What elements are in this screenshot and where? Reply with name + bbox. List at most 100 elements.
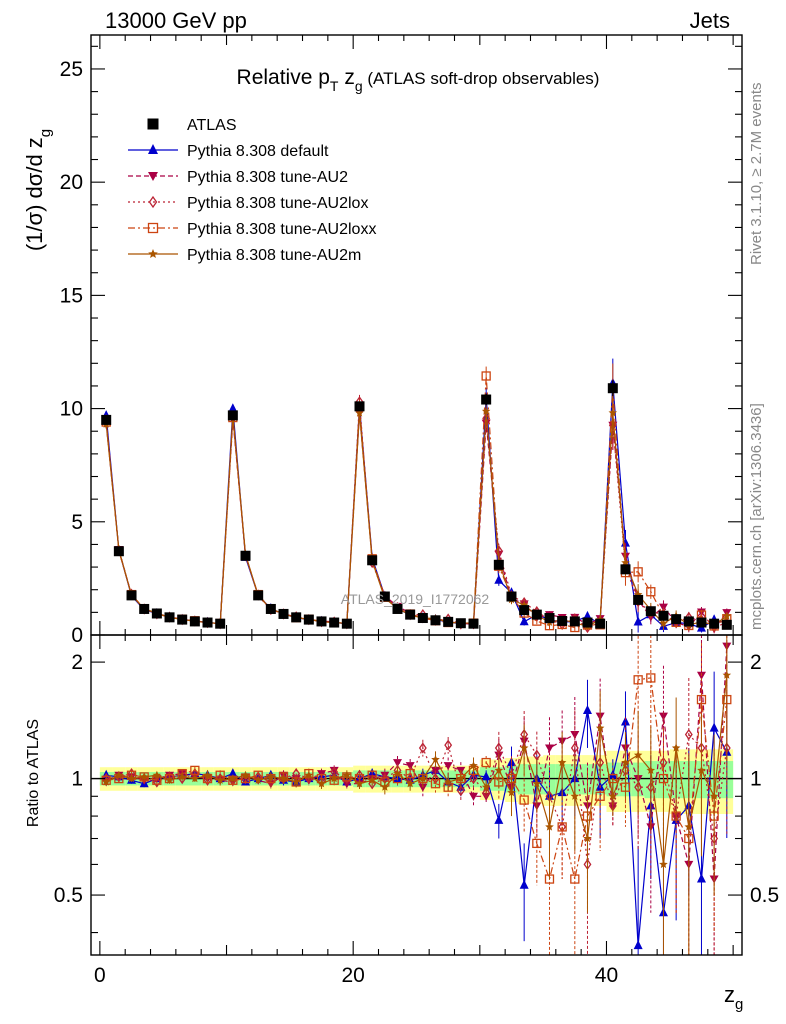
ratio-point-series-1 [519, 879, 529, 889]
atlas-point [430, 615, 441, 626]
ratio-point-series-5 [152, 770, 162, 779]
atlas-point [506, 591, 517, 602]
ratio-plot-series [101, 635, 732, 955]
legend-item-2: Pythia 8.308 tune-AU2 [128, 169, 348, 186]
ratio-point-series-5 [367, 775, 377, 784]
atlas-point [481, 394, 492, 405]
atlas-point [341, 618, 352, 629]
atlas-point [417, 613, 428, 624]
main-point-series-5 [608, 408, 618, 417]
ratio-point-series-5 [633, 750, 643, 759]
atlas-point [582, 617, 593, 628]
atlas-point [696, 617, 707, 628]
chart-title-sub1: T [330, 78, 339, 94]
atlas-point [329, 617, 340, 628]
ratio-point-series-1 [633, 940, 643, 950]
ratio-point-series-5 [329, 774, 339, 783]
ratio-point-series-3 [456, 785, 465, 797]
atlas-point [544, 613, 555, 624]
atlas-point [265, 603, 276, 614]
ratio-point-series-2 [544, 744, 554, 753]
ratio-point-series-5 [203, 770, 212, 779]
ratio-point-series-5 [190, 774, 200, 783]
main-point-series-5 [722, 611, 732, 620]
ratio-point-series-3 [570, 742, 579, 754]
y-tick-label-main: 15 [60, 284, 83, 307]
legend-label-5: Pythia 8.308 tune-AU2m [187, 247, 361, 264]
legend-marker-3 [148, 195, 158, 209]
ratio-point-series-5 [355, 779, 364, 788]
atlas-point [405, 609, 416, 620]
legend-marker-4 [147, 222, 159, 234]
ratio-point-series-4 [658, 773, 669, 784]
ratio-point-series-5 [177, 772, 187, 781]
y-tick-label-main: 25 [60, 58, 83, 81]
atlas-point [519, 605, 530, 616]
main-point-series-1 [228, 403, 238, 413]
ratio-point-series-5 [481, 782, 491, 791]
ratio-point-series-3 [152, 776, 161, 788]
atlas-point [468, 618, 479, 629]
header-energy: 13000 GeV pp [105, 8, 247, 33]
atlas-point [151, 608, 162, 619]
ratio-point-series-5 [595, 723, 605, 732]
legend-item-3: Pythia 8.308 tune-AU2lox [128, 195, 368, 212]
atlas-point [101, 414, 112, 425]
ratio-point-series-5 [241, 770, 250, 779]
ratio-point-series-5 [418, 774, 428, 783]
ratio-point-series-5 [545, 822, 554, 831]
ratio-point-series-5 [532, 779, 542, 788]
atlas-point [139, 603, 150, 614]
ratio-point-series-5 [291, 777, 301, 786]
atlas-point [164, 612, 175, 623]
atlas-point [455, 618, 466, 629]
legend-marker-1 [148, 144, 158, 154]
ratio-point-series-5 [266, 772, 276, 781]
atlas-point [113, 546, 124, 557]
ratio-point-series-5 [431, 755, 440, 764]
ratio-point-series-1 [494, 814, 504, 824]
atlas-point [354, 401, 365, 412]
ratio-point-series-5 [507, 788, 516, 797]
x-axis-label-text: z [724, 982, 735, 1007]
ratio-point-series-2 [393, 759, 403, 768]
main-point-series-4 [646, 587, 656, 597]
ratio-point-series-3 [684, 728, 693, 741]
legend-label-0: ATLAS [187, 117, 237, 134]
ratio-point-series-5 [659, 859, 668, 869]
ratio-point-series-3 [494, 742, 503, 754]
ratio-point-series-3 [203, 774, 212, 786]
main-y-axis-label-sub: g [37, 129, 54, 137]
ratio-point-series-2 [658, 712, 668, 721]
atlas-point [240, 550, 251, 561]
ratio-point-series-5 [253, 775, 263, 784]
atlas-point [645, 606, 656, 617]
atlas-point [291, 612, 302, 623]
atlas-point [379, 591, 390, 602]
x-axis-label-sub: g [735, 996, 743, 1013]
ratio-point-series-5 [405, 779, 415, 788]
chart-title-sub2: g [355, 78, 363, 94]
legend-item-4: Pythia 8.308 tune-AU2loxx [128, 221, 376, 238]
ratio-point-series-5 [393, 769, 402, 778]
atlas-point [215, 618, 226, 629]
ratio-point-series-5 [519, 743, 529, 752]
atlas-point [671, 614, 682, 625]
ratio-point-series-5 [380, 782, 390, 791]
ratio-point-series-5 [114, 770, 124, 779]
main-y-axis-label: (1/σ) dσ/d zg [22, 129, 54, 251]
ratio-point-series-5 [279, 774, 288, 783]
chart-title-rest: (ATLAS soft-drop observables) [363, 69, 600, 88]
atlas-point [278, 608, 289, 619]
atlas-point [633, 594, 644, 605]
x-tick-label: 20 [341, 964, 364, 987]
header-jets: Jets [690, 8, 730, 33]
ratio-point-series-1 [481, 771, 491, 781]
ratio-point-series-2 [329, 766, 339, 775]
atlas-point [709, 618, 720, 629]
legend-item-0: ATLAS [147, 117, 237, 134]
ratio-point-series-2 [468, 792, 478, 801]
y-tick-label-main: 0 [71, 624, 83, 647]
